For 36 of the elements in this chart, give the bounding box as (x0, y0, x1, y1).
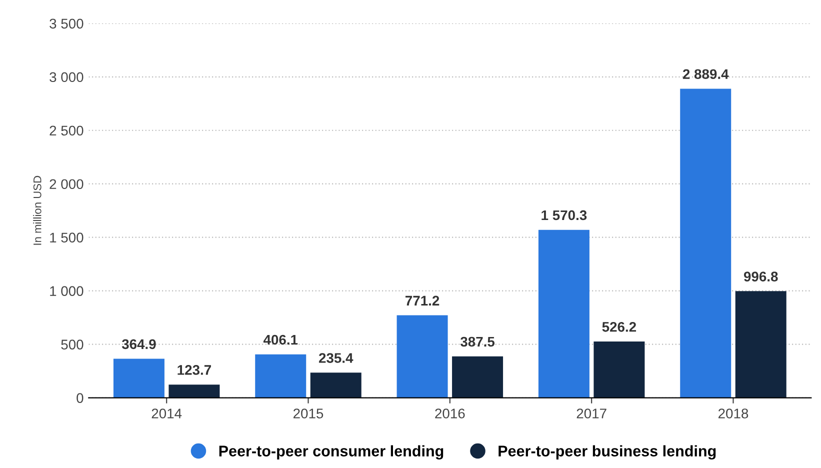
y-tick-label: 500 (61, 340, 84, 350)
bar (113, 358, 164, 398)
bar (310, 372, 362, 398)
data-label: 364.9 (122, 339, 156, 350)
bar (168, 384, 220, 398)
data-label: 123.7 (178, 365, 211, 375)
bar (680, 88, 732, 398)
data-label: 235.4 (318, 353, 354, 363)
data-label: 771.2 (406, 296, 440, 306)
y-tick-label: 2 000 (50, 179, 84, 190)
bar (396, 315, 448, 398)
bar (538, 230, 590, 398)
bar (452, 356, 504, 398)
y-tick-label: 0 (76, 393, 84, 403)
data-label: 406.1 (263, 334, 298, 345)
data-label: 526.2 (602, 322, 636, 332)
y-tick-label: 3 500 (50, 18, 84, 29)
x-tick-label: 2015 (293, 408, 324, 418)
data-label: 2 889.4 (682, 69, 729, 80)
y-tick-label: 3 000 (50, 72, 84, 82)
y-tick-label: 1 500 (50, 232, 84, 243)
data-label: 387.5 (460, 336, 495, 347)
data-label: 996.8 (744, 272, 778, 282)
bar (594, 342, 645, 398)
bar (735, 291, 786, 398)
legend-label: Peer-to-peer business lending (498, 445, 716, 460)
y-tick-label: 1 000 (50, 286, 84, 296)
x-tick-label: 2017 (576, 408, 606, 418)
y-axis-title: In million USD (33, 176, 42, 245)
y-tick-label: 2 500 (50, 126, 84, 136)
legend-label: Peer-to-peer consumer lending (219, 445, 444, 460)
bar (255, 354, 306, 398)
x-tick-label: 2016 (435, 408, 465, 418)
x-tick-label: 2014 (152, 408, 182, 418)
x-tick-label: 2018 (718, 408, 748, 418)
data-label: 1 570.3 (542, 210, 587, 220)
